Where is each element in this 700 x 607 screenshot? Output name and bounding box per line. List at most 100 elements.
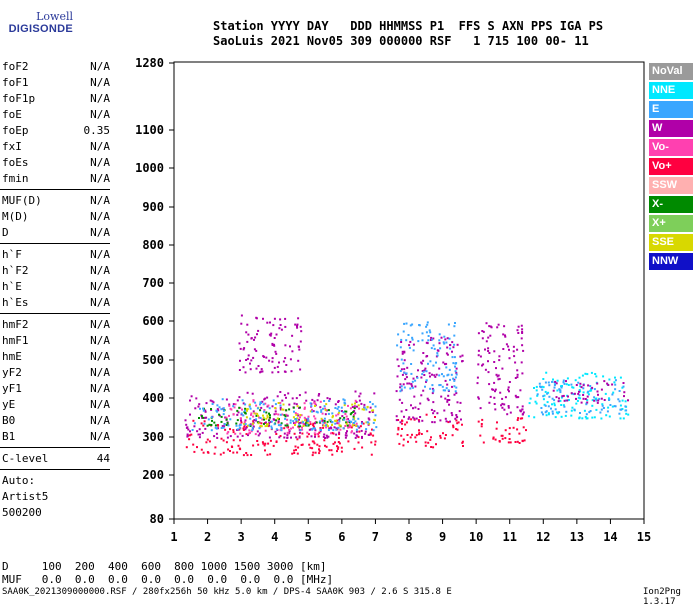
- echo-point: [316, 411, 319, 414]
- echo-point: [411, 323, 414, 326]
- echo-point: [435, 373, 438, 376]
- echo-point: [288, 430, 291, 433]
- echo-point: [432, 364, 435, 367]
- echo-point: [349, 413, 352, 416]
- echo-point: [362, 422, 365, 425]
- echo-point: [445, 366, 448, 369]
- echo-point: [427, 362, 429, 365]
- echo-point: [570, 392, 573, 395]
- x-tick-label: 1: [170, 530, 177, 544]
- cluster-e: [396, 321, 458, 393]
- echo-point: [427, 441, 430, 444]
- echo-point: [444, 434, 447, 436]
- echo-point: [452, 377, 455, 380]
- echo-point: [297, 345, 300, 348]
- echo-point: [581, 374, 584, 377]
- echo-point: [415, 417, 418, 420]
- echo-point: [327, 412, 330, 415]
- echo-point: [268, 422, 271, 425]
- echo-point: [597, 399, 600, 402]
- param-foes: foEs N/A: [2, 155, 110, 170]
- echo-point: [516, 440, 519, 443]
- echo-point: [593, 416, 596, 419]
- echo-point: [315, 421, 318, 424]
- echo-point: [199, 407, 201, 410]
- echo-point: [445, 387, 448, 390]
- echo-point: [440, 336, 443, 339]
- echo-point: [570, 409, 573, 412]
- echo-point: [428, 372, 431, 375]
- echo-point: [228, 403, 231, 406]
- echo-point: [326, 420, 329, 423]
- param-value: N/A: [90, 398, 110, 411]
- echo-point: [248, 429, 251, 432]
- echo-point: [460, 418, 462, 421]
- echo-point: [595, 375, 598, 378]
- echo-point: [230, 445, 233, 448]
- echo-point: [454, 376, 457, 379]
- echo-point: [337, 441, 340, 443]
- echo-point: [287, 426, 290, 429]
- echo-point: [281, 408, 284, 411]
- cluster-vo-: [396, 413, 464, 449]
- echo-point: [562, 381, 565, 384]
- echo-point: [299, 416, 301, 419]
- echo-point: [360, 422, 363, 425]
- echo-point: [521, 332, 524, 334]
- echo-point: [554, 380, 557, 383]
- echo-point: [617, 398, 620, 401]
- echo-point: [562, 404, 565, 407]
- echo-point: [265, 411, 268, 414]
- echo-point: [445, 352, 448, 355]
- echo-point: [399, 390, 402, 393]
- echo-point: [339, 417, 342, 420]
- echo-point: [461, 440, 464, 443]
- echo-point: [454, 417, 457, 420]
- echo-point: [323, 433, 326, 436]
- echo-point: [273, 413, 276, 416]
- echo-point: [513, 355, 516, 358]
- echo-point: [314, 435, 316, 438]
- echo-point: [324, 444, 326, 447]
- echo-point: [285, 413, 288, 416]
- echo-point: [327, 435, 330, 438]
- echo-point: [576, 399, 579, 402]
- echo-point: [443, 437, 446, 440]
- echo-point: [328, 449, 331, 452]
- echo-point: [309, 421, 312, 424]
- echo-point: [399, 370, 402, 372]
- echo-point: [488, 383, 491, 386]
- echo-point: [504, 335, 507, 338]
- echo-point: [278, 327, 281, 330]
- echo-point: [453, 334, 456, 337]
- echo-point: [502, 333, 505, 336]
- echo-point: [356, 405, 358, 408]
- echo-point: [289, 419, 292, 422]
- echo-point: [543, 403, 546, 406]
- echo-point: [267, 404, 270, 407]
- echo-point: [601, 404, 604, 407]
- echo-point: [504, 429, 507, 432]
- echo-point: [232, 403, 235, 406]
- echo-point: [244, 371, 247, 374]
- echo-point: [321, 412, 324, 415]
- echo-point: [351, 403, 354, 406]
- echo-point: [312, 422, 315, 425]
- echo-point: [299, 414, 302, 416]
- echo-point: [403, 415, 405, 418]
- echo-point: [263, 418, 265, 421]
- echo-point: [345, 415, 348, 418]
- echo-point: [422, 359, 425, 362]
- echo-point: [324, 413, 327, 416]
- echo-point: [493, 350, 496, 353]
- echo-point: [257, 434, 260, 437]
- echo-point: [580, 386, 583, 389]
- echo-point: [300, 444, 303, 446]
- echo-point: [396, 433, 399, 436]
- echo-point: [498, 355, 501, 358]
- echo-point: [255, 414, 258, 417]
- echo-point: [441, 385, 444, 388]
- echo-point: [602, 407, 605, 409]
- echo-point: [447, 421, 450, 424]
- echo-point: [451, 341, 454, 344]
